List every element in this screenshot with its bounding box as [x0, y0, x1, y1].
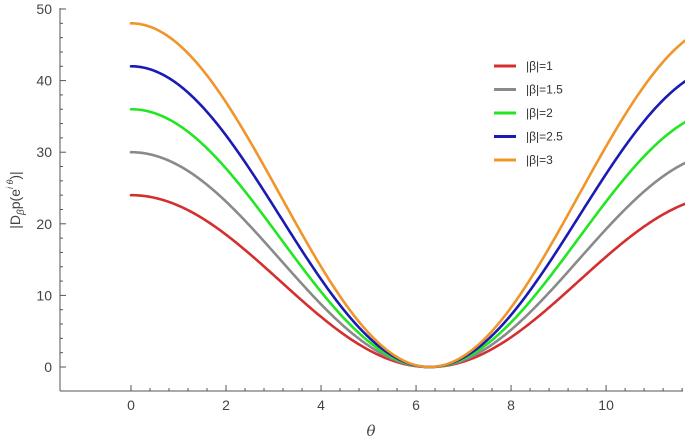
legend-label: |β|=1.5 — [526, 83, 563, 97]
series-line-4 — [129, 64, 685, 369]
y-tick-label: 40 — [36, 73, 52, 89]
x-tick-label: 2 — [222, 397, 230, 413]
y-tick-label: 10 — [36, 287, 52, 303]
x-axis-title: θ — [366, 422, 375, 440]
legend-label: |β|=3 — [526, 153, 553, 167]
x-tick-label: 6 — [412, 397, 420, 413]
y-tick-label: 30 — [36, 144, 52, 160]
y-axis-title: |Dβp(ei θ)| — [5, 171, 27, 228]
y-tick-label: 0 — [44, 359, 52, 375]
series-line-3 — [129, 107, 685, 369]
x-tick-label: 0 — [127, 397, 135, 413]
series-lines — [129, 22, 685, 369]
plot-area: 02468101201020304050 — [36, 1, 683, 413]
x-tick-label: 8 — [507, 397, 515, 413]
x-tick-label: 4 — [317, 397, 325, 413]
legend-label: |β|=2 — [526, 106, 553, 120]
legend-label: |β|=1 — [526, 59, 553, 73]
y-tick-label: 20 — [36, 216, 52, 232]
legend-label: |β|=2.5 — [526, 130, 563, 144]
series-line-1 — [129, 193, 685, 369]
series-line-5 — [129, 22, 685, 369]
legend: |β|=1 |β|=1.5 |β|=2 |β|=2.5 |β|=3 — [494, 59, 563, 167]
x-tick-label: 10 — [598, 397, 614, 413]
y-tick-label: 50 — [36, 1, 52, 17]
